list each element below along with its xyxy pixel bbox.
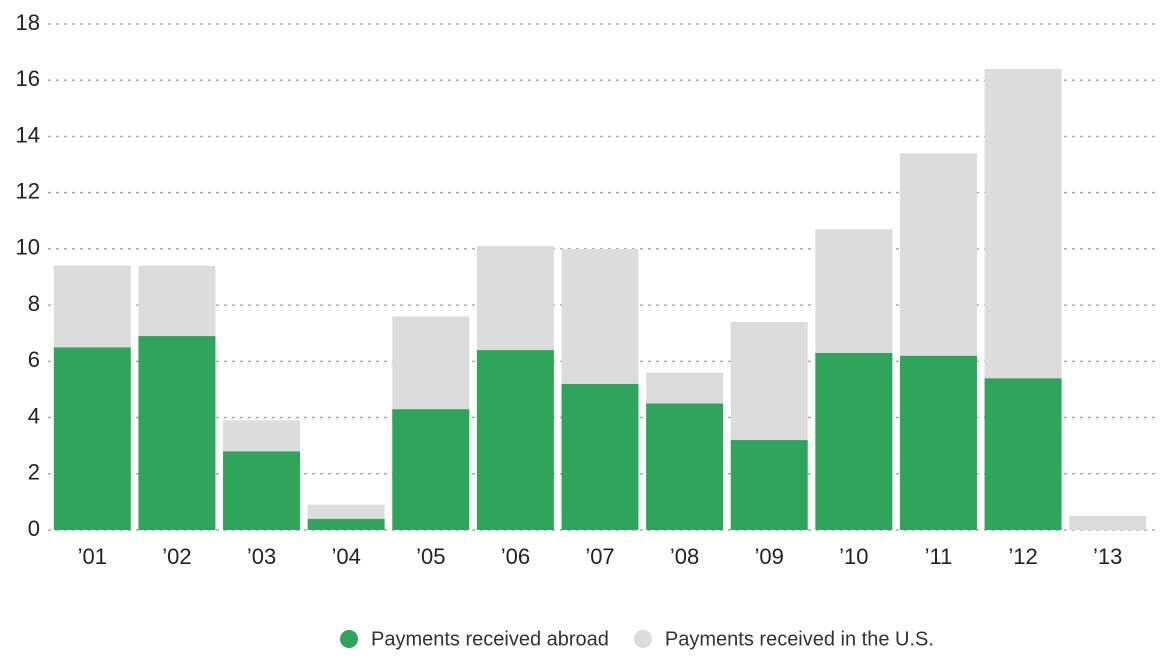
- y-tick-label: 4: [28, 403, 40, 428]
- bar-segment: [307, 504, 385, 519]
- y-tick-label: 10: [16, 235, 40, 260]
- x-tick-label: ’03: [247, 544, 276, 569]
- x-tick-label: ’10: [839, 544, 868, 569]
- x-tick-label: ’12: [1008, 544, 1037, 569]
- bar-segment: [223, 420, 301, 452]
- bar-segment: [138, 265, 216, 337]
- bar-segment: [138, 336, 216, 530]
- y-tick-label: 0: [28, 516, 40, 541]
- y-tick-label: 6: [28, 347, 40, 372]
- x-tick-label: ’08: [670, 544, 699, 569]
- x-tick-label: ’04: [331, 544, 360, 569]
- bar-segment: [561, 383, 639, 530]
- x-tick-label: ’05: [416, 544, 445, 569]
- legend-label: Payments received in the U.S.: [665, 628, 934, 650]
- bar-segment: [223, 451, 301, 530]
- y-tick-label: 14: [16, 122, 40, 147]
- y-tick-label: 18: [16, 10, 40, 35]
- bar-segment: [730, 321, 808, 441]
- x-tick-label: ’11: [925, 544, 953, 569]
- bar-segment: [730, 440, 808, 530]
- bar-segment: [561, 248, 639, 384]
- y-tick-label: 8: [28, 291, 40, 316]
- bar-segment: [307, 518, 385, 530]
- bar-segment: [815, 229, 893, 353]
- x-tick-label: ’07: [585, 544, 614, 569]
- bar-segment: [1069, 515, 1147, 530]
- bar-segment: [392, 316, 470, 410]
- bar-segment: [984, 68, 1062, 379]
- bar-segment: [984, 378, 1062, 530]
- bar-segment: [53, 347, 131, 530]
- y-tick-label: 2: [28, 460, 40, 485]
- bar-segment: [53, 265, 131, 348]
- bar-segment: [392, 409, 470, 530]
- bar-segment: [646, 372, 724, 404]
- x-tick-label: ’09: [755, 544, 784, 569]
- bar-segment: [899, 153, 977, 356]
- y-tick-label: 12: [16, 178, 40, 203]
- x-tick-label: ’01: [78, 544, 107, 569]
- bar-segment: [815, 352, 893, 530]
- bar-segment: [646, 403, 724, 530]
- bar-segment: [899, 355, 977, 530]
- bar-segment: [476, 246, 554, 351]
- y-tick-label: 16: [16, 66, 40, 91]
- x-tick-label: ’02: [162, 544, 191, 569]
- x-tick-label: ’13: [1093, 544, 1122, 569]
- x-tick-label: ’06: [501, 544, 530, 569]
- legend: Payments received abroad Payments receive…: [340, 628, 934, 650]
- legend-label: Payments received abroad: [371, 628, 609, 650]
- bar-segment: [476, 350, 554, 530]
- legend-swatch: [633, 630, 652, 648]
- legend-swatch: [340, 630, 358, 648]
